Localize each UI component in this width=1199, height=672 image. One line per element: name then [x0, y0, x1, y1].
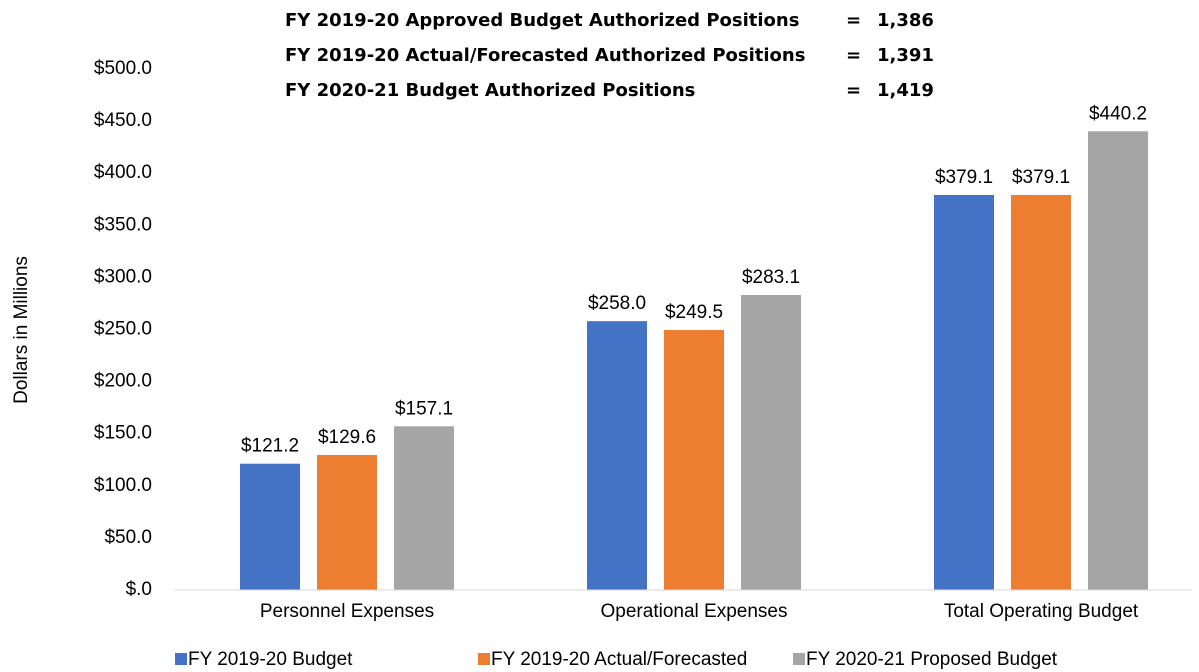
x-tick-label: Personnel Expenses: [260, 601, 434, 622]
data-label: $379.1: [935, 167, 993, 188]
bar: [741, 295, 801, 590]
data-label: $249.5: [665, 302, 723, 323]
data-label: $283.1: [742, 267, 800, 288]
bar: [587, 321, 647, 590]
bar: [317, 454, 377, 590]
x-tick-label: Operational Expenses: [601, 601, 788, 622]
y-tick-label: $.0: [126, 579, 152, 600]
data-label: $157.1: [395, 398, 453, 419]
annotation-sign: =: [846, 80, 861, 101]
y-tick-label: $100.0: [94, 475, 152, 496]
data-label: $379.1: [1012, 167, 1070, 188]
bar: [934, 194, 994, 591]
bar: [394, 426, 454, 590]
legend-swatch: [793, 653, 805, 665]
annotation-value: 1,419: [877, 80, 934, 101]
legend-swatch: [175, 653, 187, 665]
legend-label: FY 2019-20 Actual/Forecasted: [491, 649, 747, 670]
annotation-text: FY 2019-20 Approved Budget Authorized Po…: [285, 10, 799, 31]
annotation-text: FY 2019-20 Actual/Forecasted Authorized …: [285, 45, 805, 66]
data-label: $129.6: [318, 427, 376, 448]
bar: [1011, 194, 1071, 591]
annotation-text: FY 2020-21 Budget Authorized Positions: [285, 80, 695, 101]
legend-label: FY 2019-20 Budget: [188, 649, 353, 670]
y-tick-label: $500.0: [94, 58, 152, 79]
legend-label: FY 2020-21 Proposed Budget: [806, 649, 1058, 670]
data-label: $258.0: [588, 293, 646, 314]
y-tick-label: $200.0: [94, 371, 152, 392]
legend-swatch: [478, 653, 490, 665]
x-tick-label: Total Operating Budget: [944, 601, 1139, 622]
y-tick-label: $450.0: [94, 110, 152, 131]
annotation-sign: =: [846, 10, 861, 31]
y-tick-label: $350.0: [94, 214, 152, 235]
y-tick-label: $50.0: [104, 527, 152, 548]
y-tick-label: $300.0: [94, 266, 152, 287]
y-tick-label: $150.0: [94, 423, 152, 444]
y-tick-label: $400.0: [94, 162, 152, 183]
bar: [664, 330, 724, 590]
bar: [1088, 131, 1148, 591]
data-label: $440.2: [1089, 103, 1147, 124]
data-label: $121.2: [241, 436, 299, 457]
bar: [240, 463, 300, 590]
annotation-sign: =: [846, 45, 861, 66]
annotation-value: 1,391: [877, 45, 934, 66]
y-axis-title: Dollars in Millions: [11, 256, 32, 404]
y-tick-label: $250.0: [94, 319, 152, 340]
annotation-value: 1,386: [877, 10, 934, 31]
